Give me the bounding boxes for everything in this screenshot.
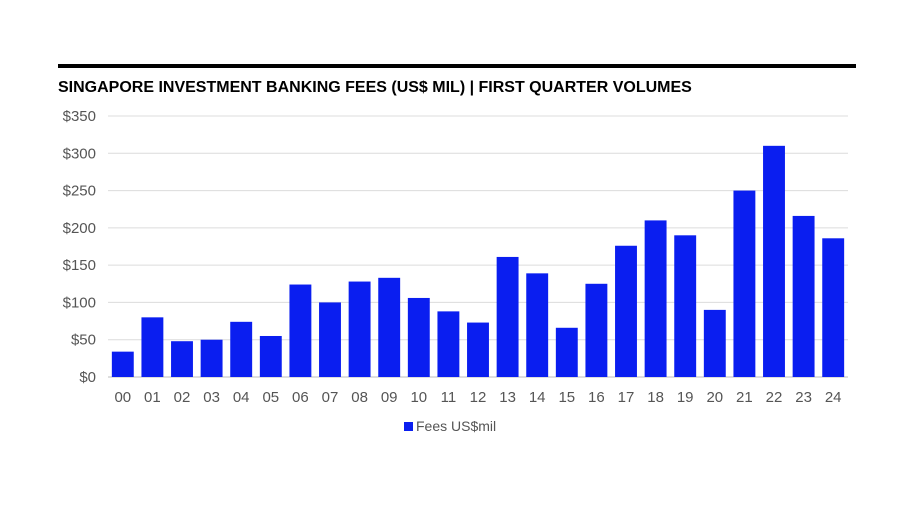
x-tick-label: 22 bbox=[766, 389, 783, 406]
bar bbox=[171, 341, 193, 377]
x-tick-label: 06 bbox=[292, 389, 309, 406]
x-tick-label: 00 bbox=[114, 389, 131, 406]
bar bbox=[467, 322, 489, 377]
x-tick-label: 03 bbox=[203, 389, 220, 406]
x-axis-labels: 00 01 02 03 04 05 06 07 08 09 10 11 12 13 14 15 16 17 18 19… bbox=[114, 389, 841, 406]
bar bbox=[822, 238, 845, 377]
chart-title: SINGAPORE INVESTMENT BANKING FEES (US$ M… bbox=[58, 79, 692, 96]
x-tick-label: 02 bbox=[174, 389, 191, 406]
legend: Fees US$mil bbox=[404, 418, 496, 434]
bar bbox=[200, 339, 223, 377]
bar bbox=[733, 190, 756, 377]
x-tick-label: 17 bbox=[618, 389, 635, 406]
x-tick-label: 12 bbox=[470, 389, 487, 406]
y-axis-labels: $0 $50 $100 $150 $200 $250 $300 $350 bbox=[63, 108, 96, 386]
bar bbox=[289, 284, 312, 377]
x-tick-label: 07 bbox=[322, 389, 339, 406]
x-tick-label: 20 bbox=[706, 389, 723, 406]
y-tick-label: $200 bbox=[63, 220, 96, 237]
bar bbox=[230, 321, 253, 377]
bar bbox=[555, 327, 578, 377]
bar bbox=[674, 235, 697, 377]
x-tick-label: 11 bbox=[441, 389, 457, 406]
legend-swatch bbox=[404, 421, 413, 431]
bar bbox=[259, 335, 282, 377]
bar bbox=[763, 145, 785, 377]
bar bbox=[526, 273, 549, 377]
bar bbox=[319, 302, 341, 377]
bar bbox=[348, 281, 371, 377]
bar bbox=[437, 311, 460, 377]
x-tick-label: 18 bbox=[647, 389, 664, 406]
bars bbox=[111, 145, 845, 377]
x-tick-label: 08 bbox=[351, 389, 368, 406]
x-tick-label: 01 bbox=[144, 389, 161, 406]
bar bbox=[407, 297, 430, 377]
y-tick-label: $300 bbox=[63, 145, 96, 162]
legend-label: Fees US$mil bbox=[416, 418, 497, 434]
x-tick-label: 05 bbox=[262, 389, 279, 406]
x-tick-label: 14 bbox=[529, 389, 546, 406]
x-tick-label: 16 bbox=[588, 389, 605, 406]
x-tick-label: 21 bbox=[736, 389, 753, 406]
y-tick-label: $100 bbox=[63, 294, 96, 311]
bar bbox=[585, 283, 608, 377]
y-tick-label: $250 bbox=[63, 183, 96, 200]
x-tick-label: 19 bbox=[677, 389, 694, 406]
top-rule bbox=[58, 64, 856, 68]
x-tick-label: 24 bbox=[825, 389, 842, 406]
bar bbox=[644, 220, 667, 377]
y-tick-label: $0 bbox=[79, 369, 96, 386]
x-tick-label: 04 bbox=[233, 389, 250, 406]
x-tick-label: 13 bbox=[499, 389, 516, 406]
bar bbox=[378, 277, 401, 377]
bar bbox=[615, 245, 637, 377]
x-tick-label: 15 bbox=[558, 389, 575, 406]
bar bbox=[496, 256, 519, 377]
bar bbox=[141, 317, 164, 377]
bar bbox=[703, 309, 726, 377]
y-tick-label: $150 bbox=[63, 257, 96, 274]
y-tick-label: $50 bbox=[71, 332, 96, 349]
bar bbox=[792, 215, 815, 377]
bar bbox=[111, 351, 134, 377]
x-tick-label: 10 bbox=[410, 389, 427, 406]
x-tick-label: 09 bbox=[381, 389, 398, 406]
x-tick-label: 23 bbox=[795, 389, 812, 406]
y-tick-label: $350 bbox=[63, 108, 96, 125]
